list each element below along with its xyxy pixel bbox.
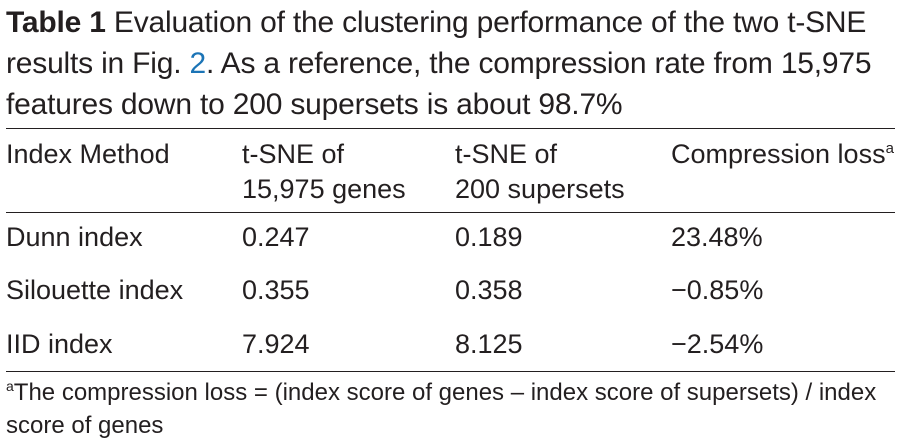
table-footnote: aThe compression loss = (index score of …: [6, 376, 896, 442]
header-tsne-genes: t-SNE of 15,975 genes: [242, 137, 406, 207]
header-index-method: Index Method: [6, 139, 170, 169]
header-tsne-supersets-line2: 200 supersets: [455, 174, 625, 204]
table-row-dunn-index: Dunn index: [6, 222, 143, 252]
table-cell-supersets: 0.189: [455, 222, 523, 252]
table-row-iid-index: IID index: [6, 329, 113, 359]
header-tsne-genes-line2: 15,975 genes: [242, 174, 406, 204]
table-bottom-rule: [6, 371, 895, 372]
figure-reference-link[interactable]: 2: [189, 47, 207, 80]
caption-text: Evaluation of the clustering performance…: [6, 6, 867, 80]
header-tsne-supersets: t-SNE of 200 supersets: [455, 137, 625, 207]
table-cell-genes: 7.924: [242, 329, 310, 359]
header-tsne-supersets-line1: t-SNE of: [455, 139, 558, 169]
table-label: Table 1: [6, 6, 106, 39]
footnote-text: The compression loss = (index score of g…: [6, 379, 877, 439]
table-cell-loss: −2.54%: [671, 329, 764, 359]
table-top-rule: [6, 128, 895, 129]
table-caption: Table 1 Evaluation of the clustering per…: [6, 2, 898, 125]
table-header-rule: [6, 212, 895, 213]
header-tsne-genes-line1: t-SNE of: [242, 139, 345, 169]
table-cell-supersets: 8.125: [455, 329, 523, 359]
header-compression-loss: Compression lossa: [671, 137, 894, 172]
table-cell-loss: 23.48%: [671, 222, 763, 252]
caption-text-continued: . As a reference, the compression rate f…: [6, 47, 872, 121]
table-cell-genes: 0.355: [242, 275, 310, 305]
footnote-marker: a: [885, 140, 894, 157]
table-row-silouette-index: Silouette index: [6, 275, 184, 305]
header-compression-loss-label: Compression loss: [671, 139, 886, 169]
table-cell-supersets: 0.358: [455, 275, 523, 305]
footnote-marker: a: [6, 378, 14, 394]
table-cell-loss: −0.85%: [671, 275, 764, 305]
table-cell-genes: 0.247: [242, 222, 310, 252]
